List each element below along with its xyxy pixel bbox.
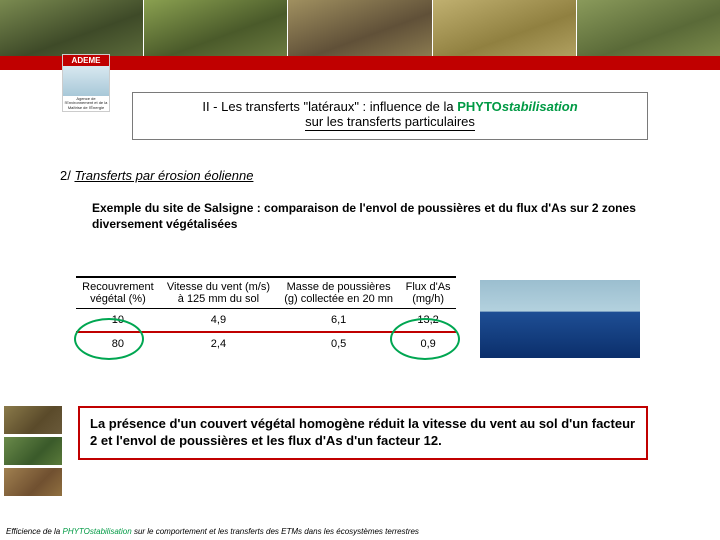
col-header: Recouvrementvégétal (%) (76, 277, 160, 309)
title-prefix: II - Les transferts "latéraux" : influen… (202, 99, 457, 114)
conclusion-box: La présence d'un couvert végétal homogèn… (78, 406, 648, 460)
thumbnail-stack (4, 406, 64, 499)
header-image-strip (0, 0, 720, 56)
table-cell: 2,4 (160, 332, 277, 355)
ademe-logo: ADEME Agence de l'Environnement et de la… (62, 54, 110, 112)
logo-graphic (63, 66, 109, 96)
title-line2: sur les transferts particulaires (305, 114, 475, 131)
highlight-ellipse (74, 318, 144, 360)
header-photo (0, 0, 143, 56)
logo-title: ADEME (63, 55, 109, 66)
highlight-ellipse (390, 318, 460, 360)
col-header: Flux d'As(mg/h) (400, 277, 456, 309)
footer-text: Efficience de la PHYTOstabilisation sur … (6, 527, 714, 536)
table-cell: 4,9 (160, 309, 277, 333)
header-photo (287, 0, 431, 56)
example-text: Exemple du site de Salsigne : comparaiso… (92, 200, 652, 232)
table-cell: 0,5 (277, 332, 400, 355)
subtitle-num: 2/ (60, 168, 74, 183)
table-cell: 6,1 (277, 309, 400, 333)
title-phyto: PHYTO (457, 99, 502, 114)
field-photo (480, 280, 640, 358)
header-photo (143, 0, 287, 56)
thumbnail (4, 406, 62, 434)
thumbnail (4, 468, 62, 496)
col-header: Vitesse du vent (m/s)à 125 mm du sol (160, 277, 277, 309)
title-stab: stabilisation (502, 99, 578, 114)
logo-caption: Agence de l'Environnement et de la Maîtr… (63, 96, 109, 111)
col-header: Masse de poussières(g) collectée en 20 m… (277, 277, 400, 309)
subtitle-text: Transferts par érosion éolienne (74, 168, 253, 183)
header-photo (576, 0, 720, 56)
section-subtitle: 2/ Transferts par érosion éolienne (60, 168, 253, 183)
slide-title: II - Les transferts "latéraux" : influen… (132, 92, 648, 140)
header-photo (432, 0, 576, 56)
thumbnail (4, 437, 62, 465)
